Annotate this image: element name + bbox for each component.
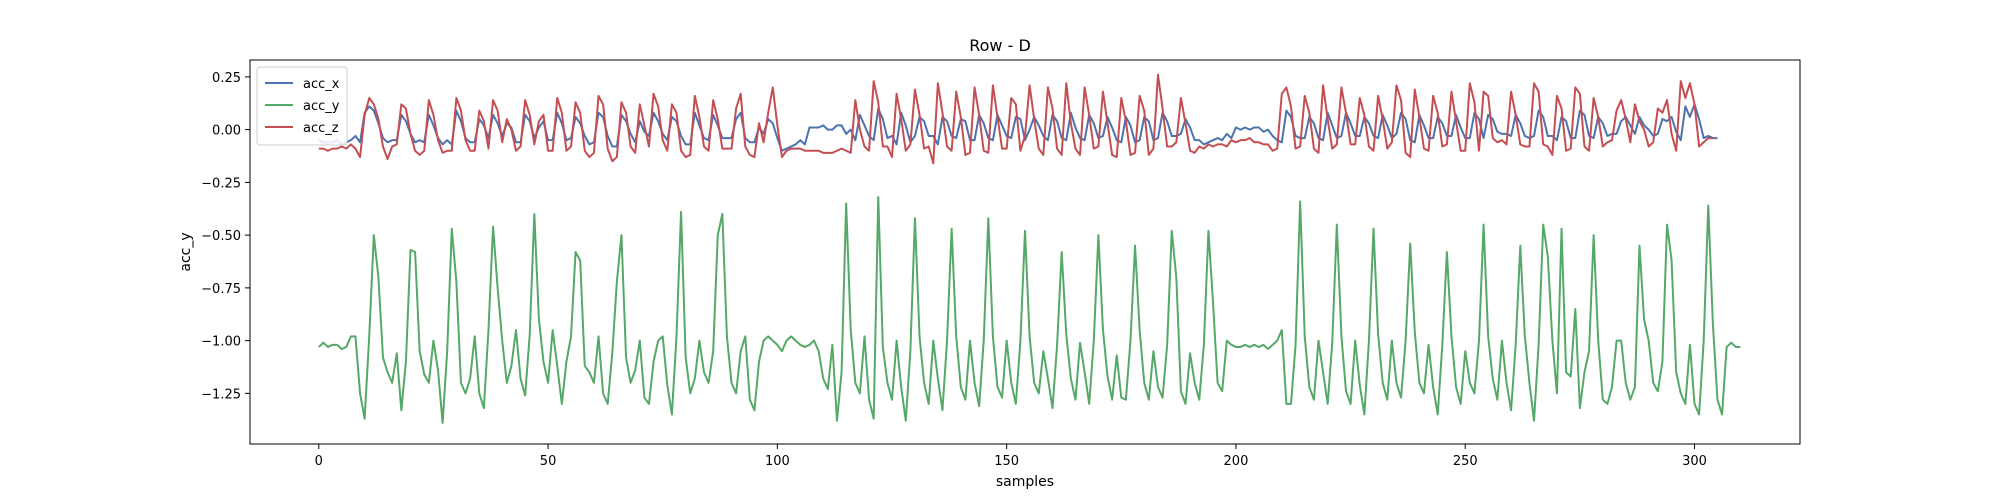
y-tick-label: 0.00: [212, 124, 241, 139]
legend: acc_x acc_y acc_z: [256, 66, 348, 146]
x-tick-label: 250: [1453, 454, 1478, 469]
x-tick-label: 100: [765, 454, 790, 469]
x-tick-label: 200: [1224, 454, 1249, 469]
x-tick-label: 50: [540, 454, 557, 469]
legend-box: [256, 66, 348, 146]
x-axis-label: samples: [996, 474, 1054, 490]
y-tick-label: −1.25: [201, 387, 241, 402]
y-tick-label: −0.50: [201, 229, 241, 244]
series-layer: [318, 73, 1741, 424]
series-line-acc-z: [318, 73, 1713, 165]
x-tick-label: 150: [994, 454, 1019, 469]
series-line-acc-y: [318, 196, 1741, 424]
y-tick-label: −0.25: [201, 176, 241, 191]
legend-label: acc_y: [303, 99, 340, 114]
y-tick-label: −0.75: [201, 282, 241, 297]
y-tick-label: −1.00: [201, 335, 241, 350]
x-axis: 0 50 100 150 200 250 300: [315, 444, 1707, 469]
y-axis-label: acc_y: [178, 232, 194, 271]
x-tick-label: 300: [1682, 454, 1707, 469]
y-tick-label: 0.25: [212, 71, 241, 86]
legend-label: acc_z: [303, 121, 339, 136]
x-tick-label: 0: [315, 454, 323, 469]
legend-label: acc_x: [303, 77, 340, 92]
plot-frame: [249, 59, 1801, 445]
y-axis: 0.25 0.00 −0.25 −0.50 −0.75 −1.00 −1.25: [201, 71, 250, 402]
chart-title: Row - D: [969, 36, 1031, 55]
